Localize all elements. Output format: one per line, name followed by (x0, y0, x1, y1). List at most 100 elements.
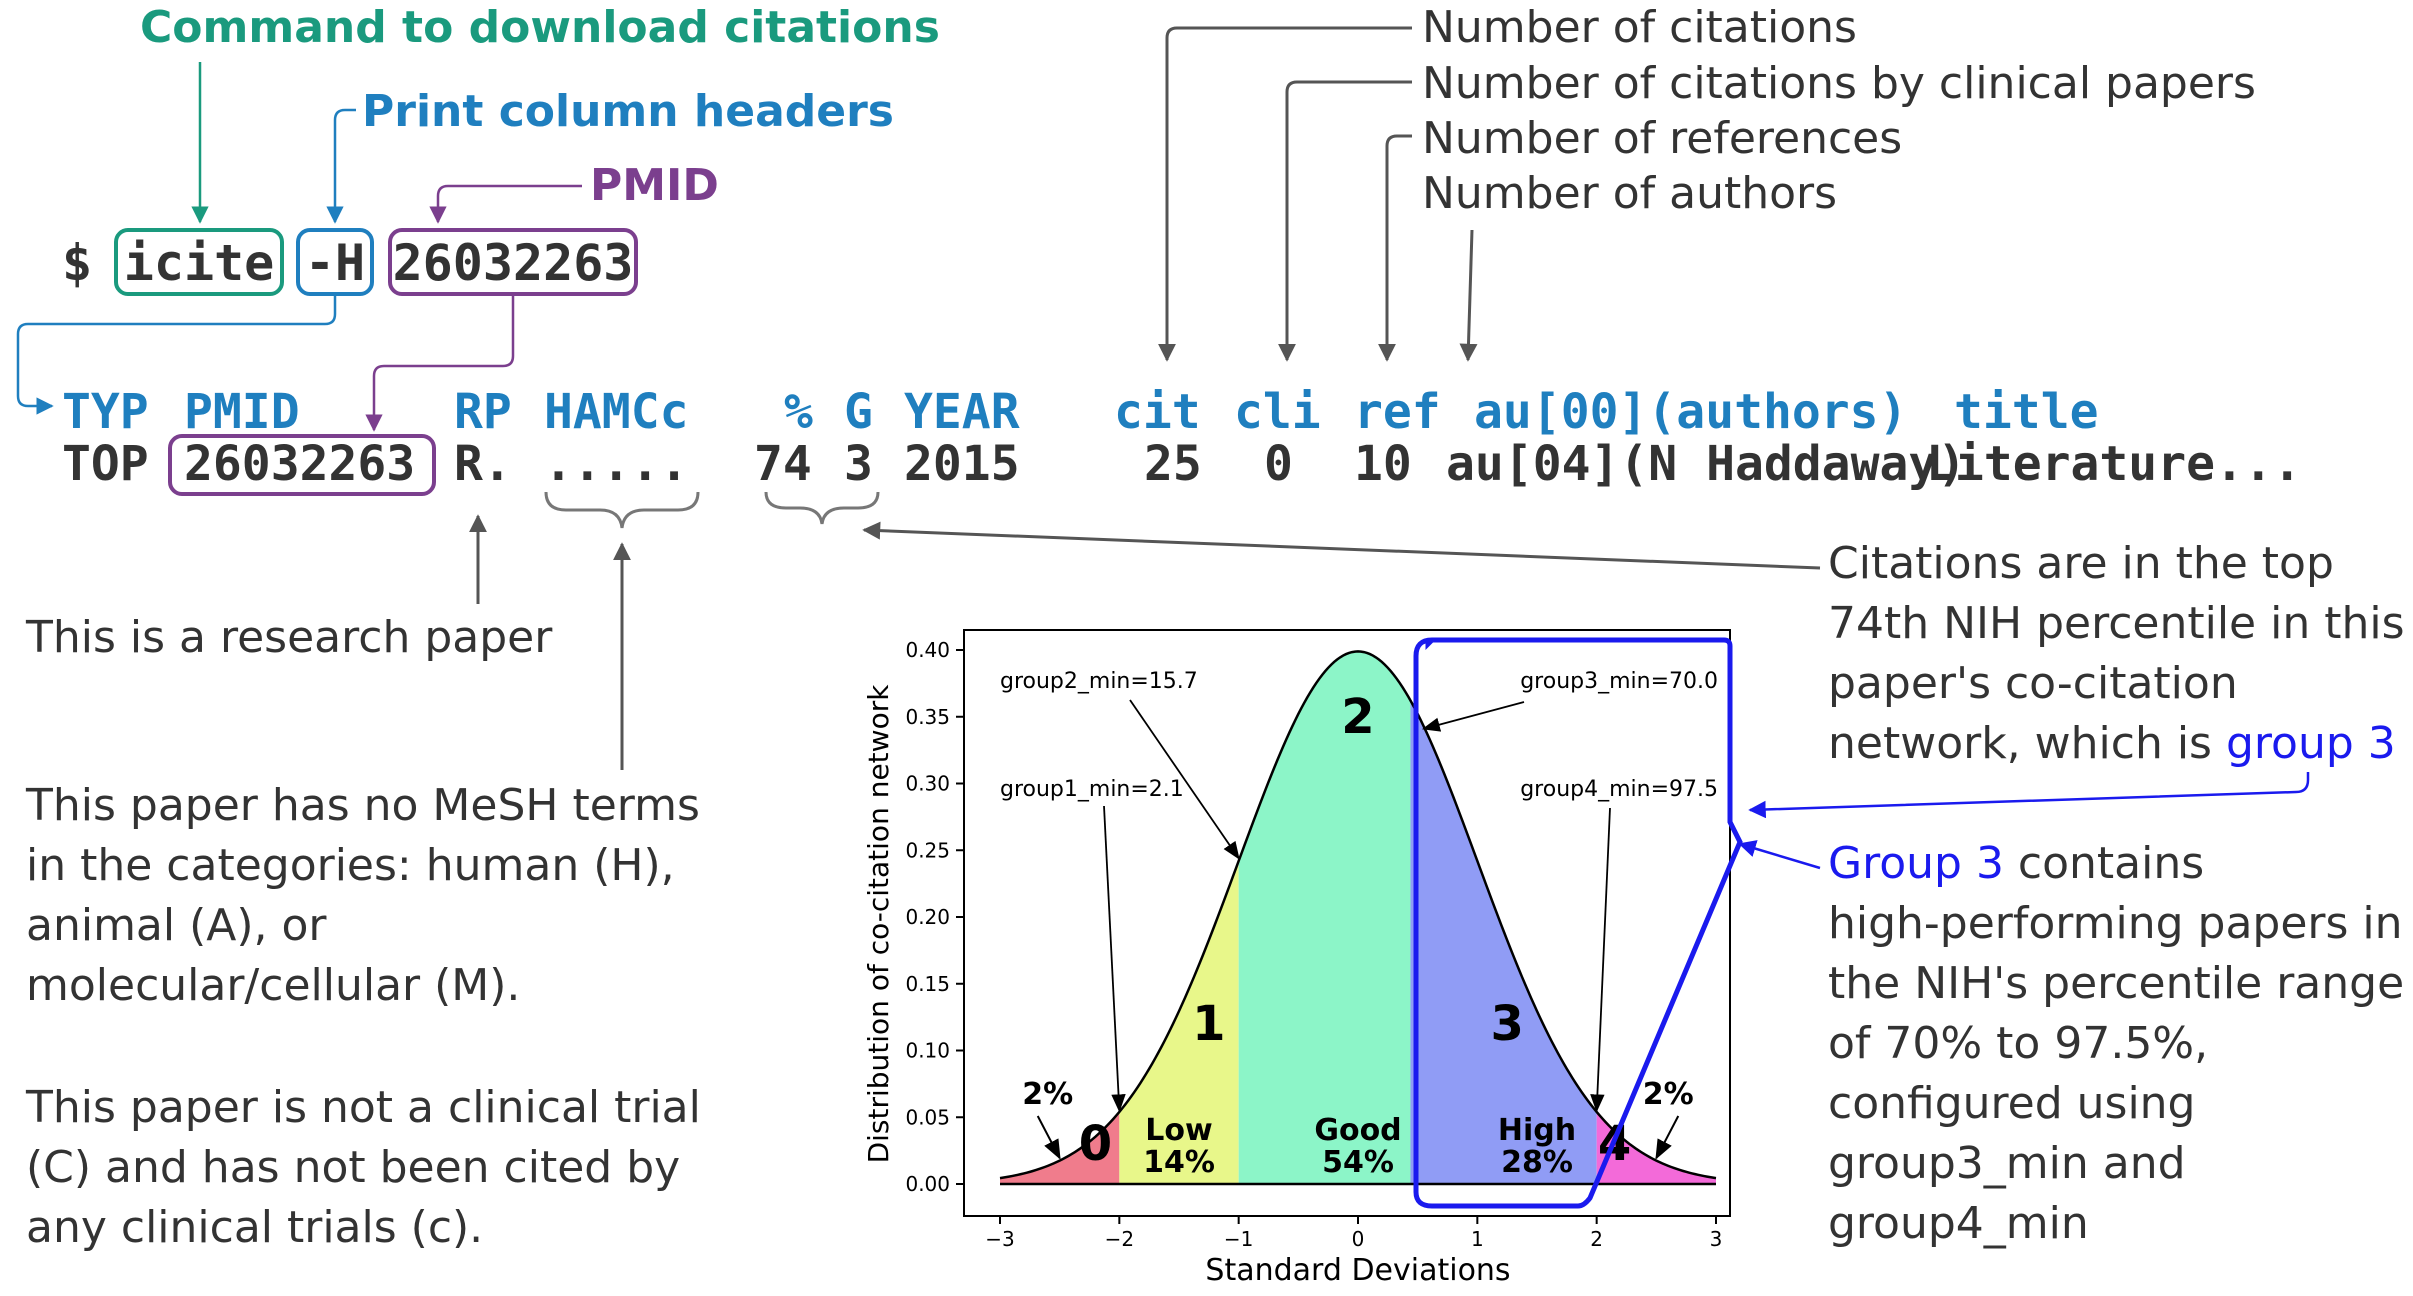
region-group-number: 3 (1490, 996, 1523, 1052)
chart-annotation-label: group2_min=15.7 (1000, 669, 1198, 694)
note-clinical-line: (C) and has not been cited by (26, 1142, 680, 1193)
arrow-pmid-to-number (429, 184, 582, 224)
label-print-headers: Print column headers (362, 86, 894, 137)
chart-annotation-label: group3_min=70.0 (1520, 669, 1718, 694)
region-group-number: 1 (1192, 996, 1225, 1052)
y-tick-label: 0.25 (905, 838, 950, 862)
row-pmid: 26032263 (184, 436, 415, 492)
x-tick-label: 2 (1590, 1227, 1603, 1251)
note-research: This is a research paper (25, 612, 553, 663)
header-hamcc: HAMCc (544, 384, 689, 440)
row-rp: R. (454, 436, 512, 492)
brace-hamcc (544, 491, 700, 529)
command-icite: icite (124, 234, 275, 292)
note-group3: Group 3 contains high-performing papers … (1828, 838, 2404, 1249)
row-au: au[04](N Haddaway) (1446, 436, 1966, 492)
note-group3-line: configured using (1828, 1078, 2196, 1129)
chart-y-label: Distribution of co-citation network (862, 684, 895, 1164)
y-tick-label: 0.20 (905, 905, 950, 929)
region-group-0 (1000, 1111, 1120, 1184)
note-group3-line: group3_min and (1828, 1138, 2186, 1189)
row-cit: 25 (1144, 436, 1202, 492)
label-num-authors: Number of authors (1422, 168, 1837, 219)
y-tick-label: 0.35 (905, 705, 950, 729)
box-flag (296, 228, 374, 296)
row-title: Literature... (1926, 436, 2302, 492)
header-cit: cit (1114, 384, 1201, 440)
note-mesh: This paper has no MeSH terms in the cate… (25, 780, 700, 1011)
note-clinical-line: This paper is not a clinical trial (25, 1082, 701, 1133)
row-typ: TOP (62, 436, 149, 492)
x-tick-label: 3 (1710, 1227, 1723, 1251)
region-category-label: Low (1145, 1113, 1212, 1148)
tail-percent-label: 2% (1643, 1077, 1694, 1112)
normal-distribution-chart: −3 −2 −1 0 1 2 3 0.000.050.100.150.200.250.300… (862, 629, 1743, 1288)
x-tick-label: −1 (1224, 1227, 1253, 1251)
y-tick-label: 0.00 (905, 1172, 950, 1196)
note-group3-suffix: contains (2004, 838, 2204, 889)
x-tick-label: 0 (1352, 1227, 1365, 1251)
table-data-row: TOP 26032263 R. ..... 74 3 2015 25 0 10 … (62, 436, 2302, 492)
y-tick-label: 0.15 (905, 972, 950, 996)
region-category-label: High (1498, 1113, 1576, 1148)
y-tick-label: 0.10 (905, 1039, 950, 1063)
arrow-group3-note-top (1748, 772, 2310, 819)
chart-frame (963, 629, 1731, 1217)
region-group-4 (1596, 1111, 1716, 1184)
header-au: au[00](authors) (1474, 384, 1907, 440)
note-mesh-line: animal (A), or (26, 900, 327, 951)
box-icite (114, 228, 284, 296)
header-cli: cli (1234, 384, 1321, 440)
note-percentile-line: 74th NIH percentile in this (1828, 598, 2405, 649)
label-command-download: Command to download citations (140, 2, 940, 53)
arrow-cit-clinical (1278, 80, 1412, 362)
brace-pct-g (764, 491, 880, 525)
note-clinical: This paper is not a clinical trial (C) a… (25, 1082, 701, 1253)
row-pct: 74 (754, 436, 812, 492)
header-pmid: PMID (184, 384, 300, 440)
row-hamcc: ..... (544, 436, 689, 492)
note-percentile-last: network, which is group 3 (1828, 718, 2396, 769)
command-pmid: 26032263 (393, 234, 634, 292)
arrow-authors (1459, 229, 1478, 362)
note-percentile-line: paper's co-citation (1828, 658, 2238, 709)
region-percent-label: 54% (1322, 1145, 1394, 1180)
label-num-cit-clinical: Number of citations by clinical papers (1422, 58, 2256, 109)
arrow-headers-to-flag (326, 108, 356, 224)
label-pmid: PMID (590, 160, 719, 211)
x-tick-label: −3 (985, 1227, 1014, 1251)
group3-highlight-box (1413, 637, 1743, 1209)
command-flag: -H (305, 234, 365, 292)
chart-x-ticks: −3 −2 −1 0 1 2 3 (985, 1216, 1722, 1251)
header-pct: % (784, 384, 813, 440)
table-header-row: TYP PMID RP HAMCc % G YEAR cit cli ref a… (62, 384, 2099, 440)
header-year: YEAR (904, 384, 1020, 440)
y-tick-label: 0.05 (905, 1105, 950, 1129)
header-typ: TYP (62, 384, 149, 440)
chart-x-label: Standard Deviations (1205, 1253, 1510, 1288)
region-percent-label: 28% (1501, 1145, 1573, 1180)
chart-annotation-arrow (1590, 807, 1611, 1113)
row-ref: 10 (1354, 436, 1412, 492)
note-percentile-line: Citations are in the top (1828, 538, 2334, 589)
tail-percent-label: 2% (1022, 1077, 1073, 1112)
chart-annotation-label: group1_min=2.1 (1000, 777, 1184, 802)
chart-annotation-arrow (1129, 699, 1240, 860)
note-group3-first: Group 3 contains (1828, 838, 2204, 889)
arrow-citations (1158, 26, 1412, 362)
region-category-label: Good (1314, 1113, 1401, 1148)
arrow-flag-to-header (16, 296, 337, 415)
note-group3-line: group4_min (1828, 1198, 2089, 1249)
arrow-references (1378, 134, 1412, 362)
row-g: 3 (844, 436, 873, 492)
note-mesh-line: molecular/cellular (M). (26, 960, 520, 1011)
y-tick-label: 0.30 (905, 772, 950, 796)
command-prompt: $ (62, 234, 92, 292)
chart-y-ticks: 0.00 0.05 0.10 0.15 0.20 0.25 0.30 0.35 0.40 (905, 638, 964, 1196)
header-g: G (844, 384, 873, 440)
y-tick-label: 0.40 (905, 638, 950, 662)
region-percent-label: 14% (1143, 1145, 1215, 1180)
header-title: title (1954, 384, 2099, 440)
note-mesh-line: This paper has no MeSH terms (25, 780, 700, 831)
label-num-references: Number of references (1422, 113, 1902, 164)
